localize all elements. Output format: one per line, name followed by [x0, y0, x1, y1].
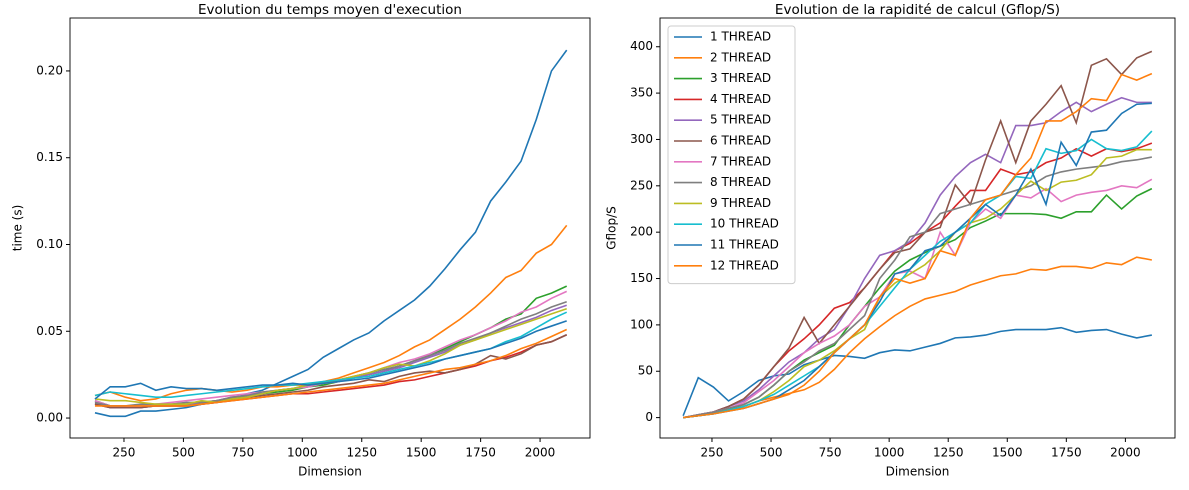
y-tick-label: 0.15 — [36, 150, 63, 164]
x-tick-label: 250 — [701, 446, 724, 460]
legend-label: 6 THREAD — [710, 134, 771, 148]
x-tick-label: 1750 — [465, 446, 496, 460]
y-tick-label: 400 — [630, 39, 653, 53]
y-tick-label: 200 — [630, 225, 653, 239]
subplot: Evolution du temps moyen d'execution Dime… — [11, 2, 591, 479]
legend-label: 1 THREAD — [710, 30, 771, 44]
y-tick-label: 150 — [630, 271, 653, 285]
y-tick-label: 0.20 — [36, 63, 63, 77]
y-tick-label: 100 — [630, 317, 653, 331]
series-line — [683, 50, 1153, 419]
series-line — [682, 326, 1152, 417]
x-tick-label: 1250 — [933, 446, 964, 460]
y-tick-label: 0.00 — [36, 411, 63, 425]
x-tick-label: 750 — [819, 446, 842, 460]
series-line — [683, 96, 1152, 419]
y-tick-label: 0.10 — [36, 237, 63, 251]
legend: 1 THREAD 2 THREAD 3 THREAD 4 THREAD 5 THREAD… — [667, 25, 796, 285]
series-line — [683, 130, 1153, 419]
series-line — [94, 224, 568, 402]
series-line — [94, 328, 568, 407]
x-tick-label: 1750 — [1051, 446, 1082, 460]
legend-label: 12 THREAD — [710, 258, 779, 272]
x-tick-label: 1500 — [406, 446, 437, 460]
x-tick-label: 2000 — [1110, 446, 1141, 460]
axes-frame — [659, 17, 1176, 439]
legend-label: 2 THREAD — [710, 50, 771, 64]
series-line — [94, 320, 567, 400]
x-tick-label: 1000 — [287, 446, 318, 460]
y-tick-label: 250 — [630, 178, 653, 192]
y-tick-label: 0.05 — [36, 324, 63, 338]
x-tick-label: 1500 — [992, 446, 1023, 460]
y-axis-label: Gflop/S — [605, 206, 619, 249]
legend-label: 9 THREAD — [710, 196, 771, 210]
y-tick-label: 300 — [630, 132, 653, 146]
legend-label: 7 THREAD — [710, 154, 771, 168]
y-axis-label: time (s) — [11, 205, 25, 252]
x-tick-label: 2000 — [525, 446, 556, 460]
legend-box — [667, 25, 796, 285]
x-tick-label: 500 — [172, 446, 195, 460]
chart-title: Evolution de la rapidité de calcul (Gflo… — [775, 2, 1060, 18]
chart-title: Evolution du temps moyen d'execution — [198, 2, 462, 18]
y-tick-label: 350 — [630, 86, 653, 100]
x-axis-label: Dimension — [298, 465, 362, 479]
legend-label: 8 THREAD — [710, 175, 771, 189]
legend-label: 4 THREAD — [710, 92, 771, 106]
series-line — [94, 307, 567, 405]
axes-frame — [69, 17, 591, 439]
x-tick-label: 750 — [231, 446, 254, 460]
x-tick-label: 250 — [113, 446, 136, 460]
series-line — [683, 178, 1153, 419]
x-axis-label: Dimension — [886, 465, 950, 479]
x-tick-label: 1000 — [874, 446, 905, 460]
x-tick-label: 500 — [760, 446, 783, 460]
legend-label: 5 THREAD — [710, 113, 771, 127]
series-line — [94, 49, 568, 418]
subplot: Evolution de la rapidité de calcul (Gflo… — [605, 2, 1176, 479]
legend-label: 3 THREAD — [710, 71, 771, 85]
x-tick-label: 1250 — [346, 446, 377, 460]
series-line — [683, 156, 1152, 419]
y-tick-label: 0 — [645, 410, 653, 424]
legend-label: 10 THREAD — [710, 217, 779, 231]
y-tick-label: 50 — [638, 364, 653, 378]
series-line — [683, 72, 1153, 419]
legend-label: 11 THREAD — [710, 238, 779, 252]
